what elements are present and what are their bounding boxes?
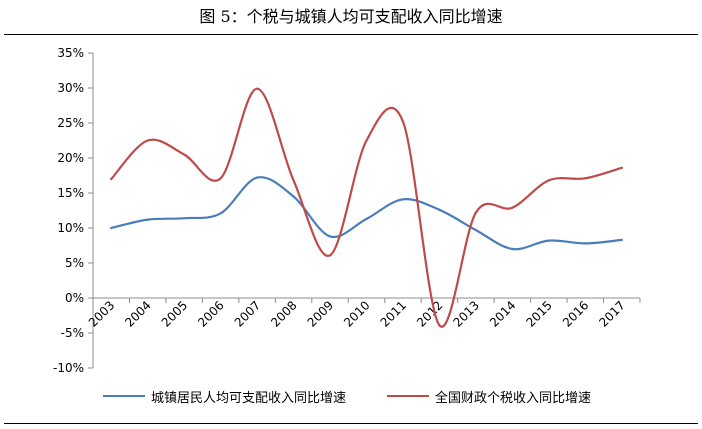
x-tick-label: 2014 xyxy=(487,298,518,329)
y-tick-label: 35% xyxy=(57,46,84,60)
data-point xyxy=(146,139,149,142)
data-point xyxy=(547,239,550,242)
data-point xyxy=(401,198,405,201)
x-tick-label: 2009 xyxy=(305,298,336,329)
x-tick-label: 2017 xyxy=(596,298,627,329)
data-point xyxy=(365,217,368,220)
data-point xyxy=(146,218,149,221)
data-point xyxy=(328,254,332,257)
data-point xyxy=(292,179,295,182)
bottom-rule xyxy=(4,423,698,424)
data-point xyxy=(584,242,587,245)
legend-item-income: 城镇居民人均可支配收入同比增速 xyxy=(103,384,346,408)
data-point xyxy=(256,87,259,90)
data-point xyxy=(328,235,332,238)
data-point xyxy=(511,206,514,209)
x-tick-label: 2006 xyxy=(195,298,226,329)
y-tick-labels: 35% 30% 25% 20% 15% 10% 5% 0% -5% -10% xyxy=(53,46,84,375)
x-tick-label: 2012 xyxy=(414,298,445,329)
series-lines xyxy=(110,87,623,328)
axes xyxy=(88,52,641,369)
data-point xyxy=(401,120,405,123)
y-tick-label: 10% xyxy=(57,221,84,235)
y-tick-label: -5% xyxy=(61,326,84,340)
y-tick-label: 25% xyxy=(57,116,84,130)
data-point xyxy=(438,324,441,327)
x-tick-label: 2016 xyxy=(560,298,591,329)
data-point xyxy=(219,177,222,180)
top-rule xyxy=(4,34,698,35)
data-point xyxy=(110,226,113,230)
data-point xyxy=(365,139,368,142)
data-point xyxy=(474,229,477,232)
x-tick-label: 2007 xyxy=(232,298,263,329)
legend-item-tax: 全国财政个税收入同比增速 xyxy=(387,384,591,408)
data-point xyxy=(183,153,186,156)
legend-swatch-tax xyxy=(387,395,429,397)
figure-title: 图 5：个税与城镇人均可支配收入同比增速 xyxy=(199,7,503,26)
data-point xyxy=(547,179,550,182)
data-point xyxy=(183,217,186,220)
data-point xyxy=(219,212,222,215)
x-tick-label: 2011 xyxy=(378,298,409,329)
series-line-1 xyxy=(110,87,623,328)
data-point xyxy=(256,176,259,179)
legend-label-tax: 全国财政个税收入同比增速 xyxy=(435,390,592,406)
x-tick-label: 2003 xyxy=(86,298,117,329)
data-point xyxy=(511,247,514,251)
x-tick-label: 2008 xyxy=(268,298,299,329)
y-tick-label: 15% xyxy=(57,186,84,200)
y-tick-label: 0% xyxy=(65,291,84,305)
x-tick-label: 2005 xyxy=(159,298,190,329)
y-tick-label: 30% xyxy=(57,81,84,95)
data-point xyxy=(474,211,477,214)
x-tick-label: 2013 xyxy=(451,298,482,329)
data-point xyxy=(620,166,623,169)
legend-swatch-income xyxy=(103,395,145,397)
x-tick-label: 2004 xyxy=(122,298,153,329)
data-point xyxy=(620,238,623,241)
x-tick-labels: 2003 2004 2005 2006 2007 2008 2009 2010 2011 2012… xyxy=(86,298,628,329)
y-tick-label: -10% xyxy=(53,361,84,375)
data-point xyxy=(584,177,587,180)
x-tick-label: 2010 xyxy=(341,298,372,329)
legend: 城镇居民人均可支配收入同比增速 全国财政个税收入同比增速 xyxy=(0,384,702,408)
legend-label-income: 城镇居民人均可支配收入同比增速 xyxy=(151,390,347,406)
data-point xyxy=(110,177,113,181)
x-tick-label: 2015 xyxy=(523,298,554,329)
series-line-0 xyxy=(110,176,623,251)
data-point xyxy=(292,195,295,198)
data-point xyxy=(438,208,441,211)
y-tick-label: 5% xyxy=(65,256,84,270)
y-tick-label: 20% xyxy=(57,151,84,165)
